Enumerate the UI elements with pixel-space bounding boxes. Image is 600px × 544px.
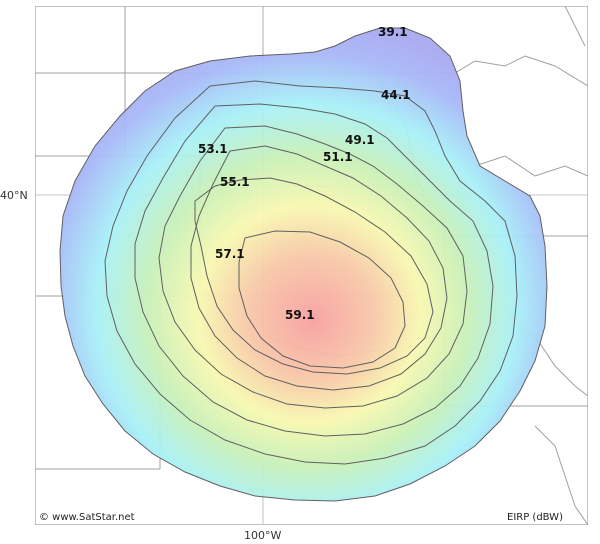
- eirp-contours: [59, 27, 548, 502]
- longitude-label: 100°W: [244, 529, 282, 542]
- contour-44-1: [104, 80, 518, 465]
- contour-label-53-1: 53.1: [198, 142, 228, 156]
- copyright-text: © www.SatStar.net: [39, 512, 135, 523]
- latitude-label: 40°N: [0, 189, 28, 202]
- contour-label-55-1: 55.1: [220, 175, 250, 189]
- contour-label-51-1: 51.1: [323, 150, 353, 164]
- contour-label-59-1: 59.1: [285, 308, 315, 322]
- legend-unit-text: EIRP (dBW): [507, 512, 563, 523]
- contour-53-1: [190, 145, 448, 391]
- contour-39-1: [59, 27, 548, 502]
- contour-label-39-1: 39.1: [378, 25, 408, 39]
- contour-55-1: [194, 177, 434, 375]
- contour-57-1: [238, 230, 406, 369]
- contour-49-1: [134, 103, 494, 437]
- eirp-coverage-map: 39.1 44.1 49.1 51.1 53.1 55.1 57.1 59.1 …: [34, 5, 589, 526]
- contour-label-49-1: 49.1: [345, 133, 375, 147]
- contour-51-1: [158, 125, 468, 409]
- contour-label-44-1: 44.1: [381, 88, 411, 102]
- contour-labels: 39.1 44.1 49.1 51.1 53.1 55.1 57.1 59.1: [198, 25, 411, 322]
- contour-label-57-1: 57.1: [215, 247, 245, 261]
